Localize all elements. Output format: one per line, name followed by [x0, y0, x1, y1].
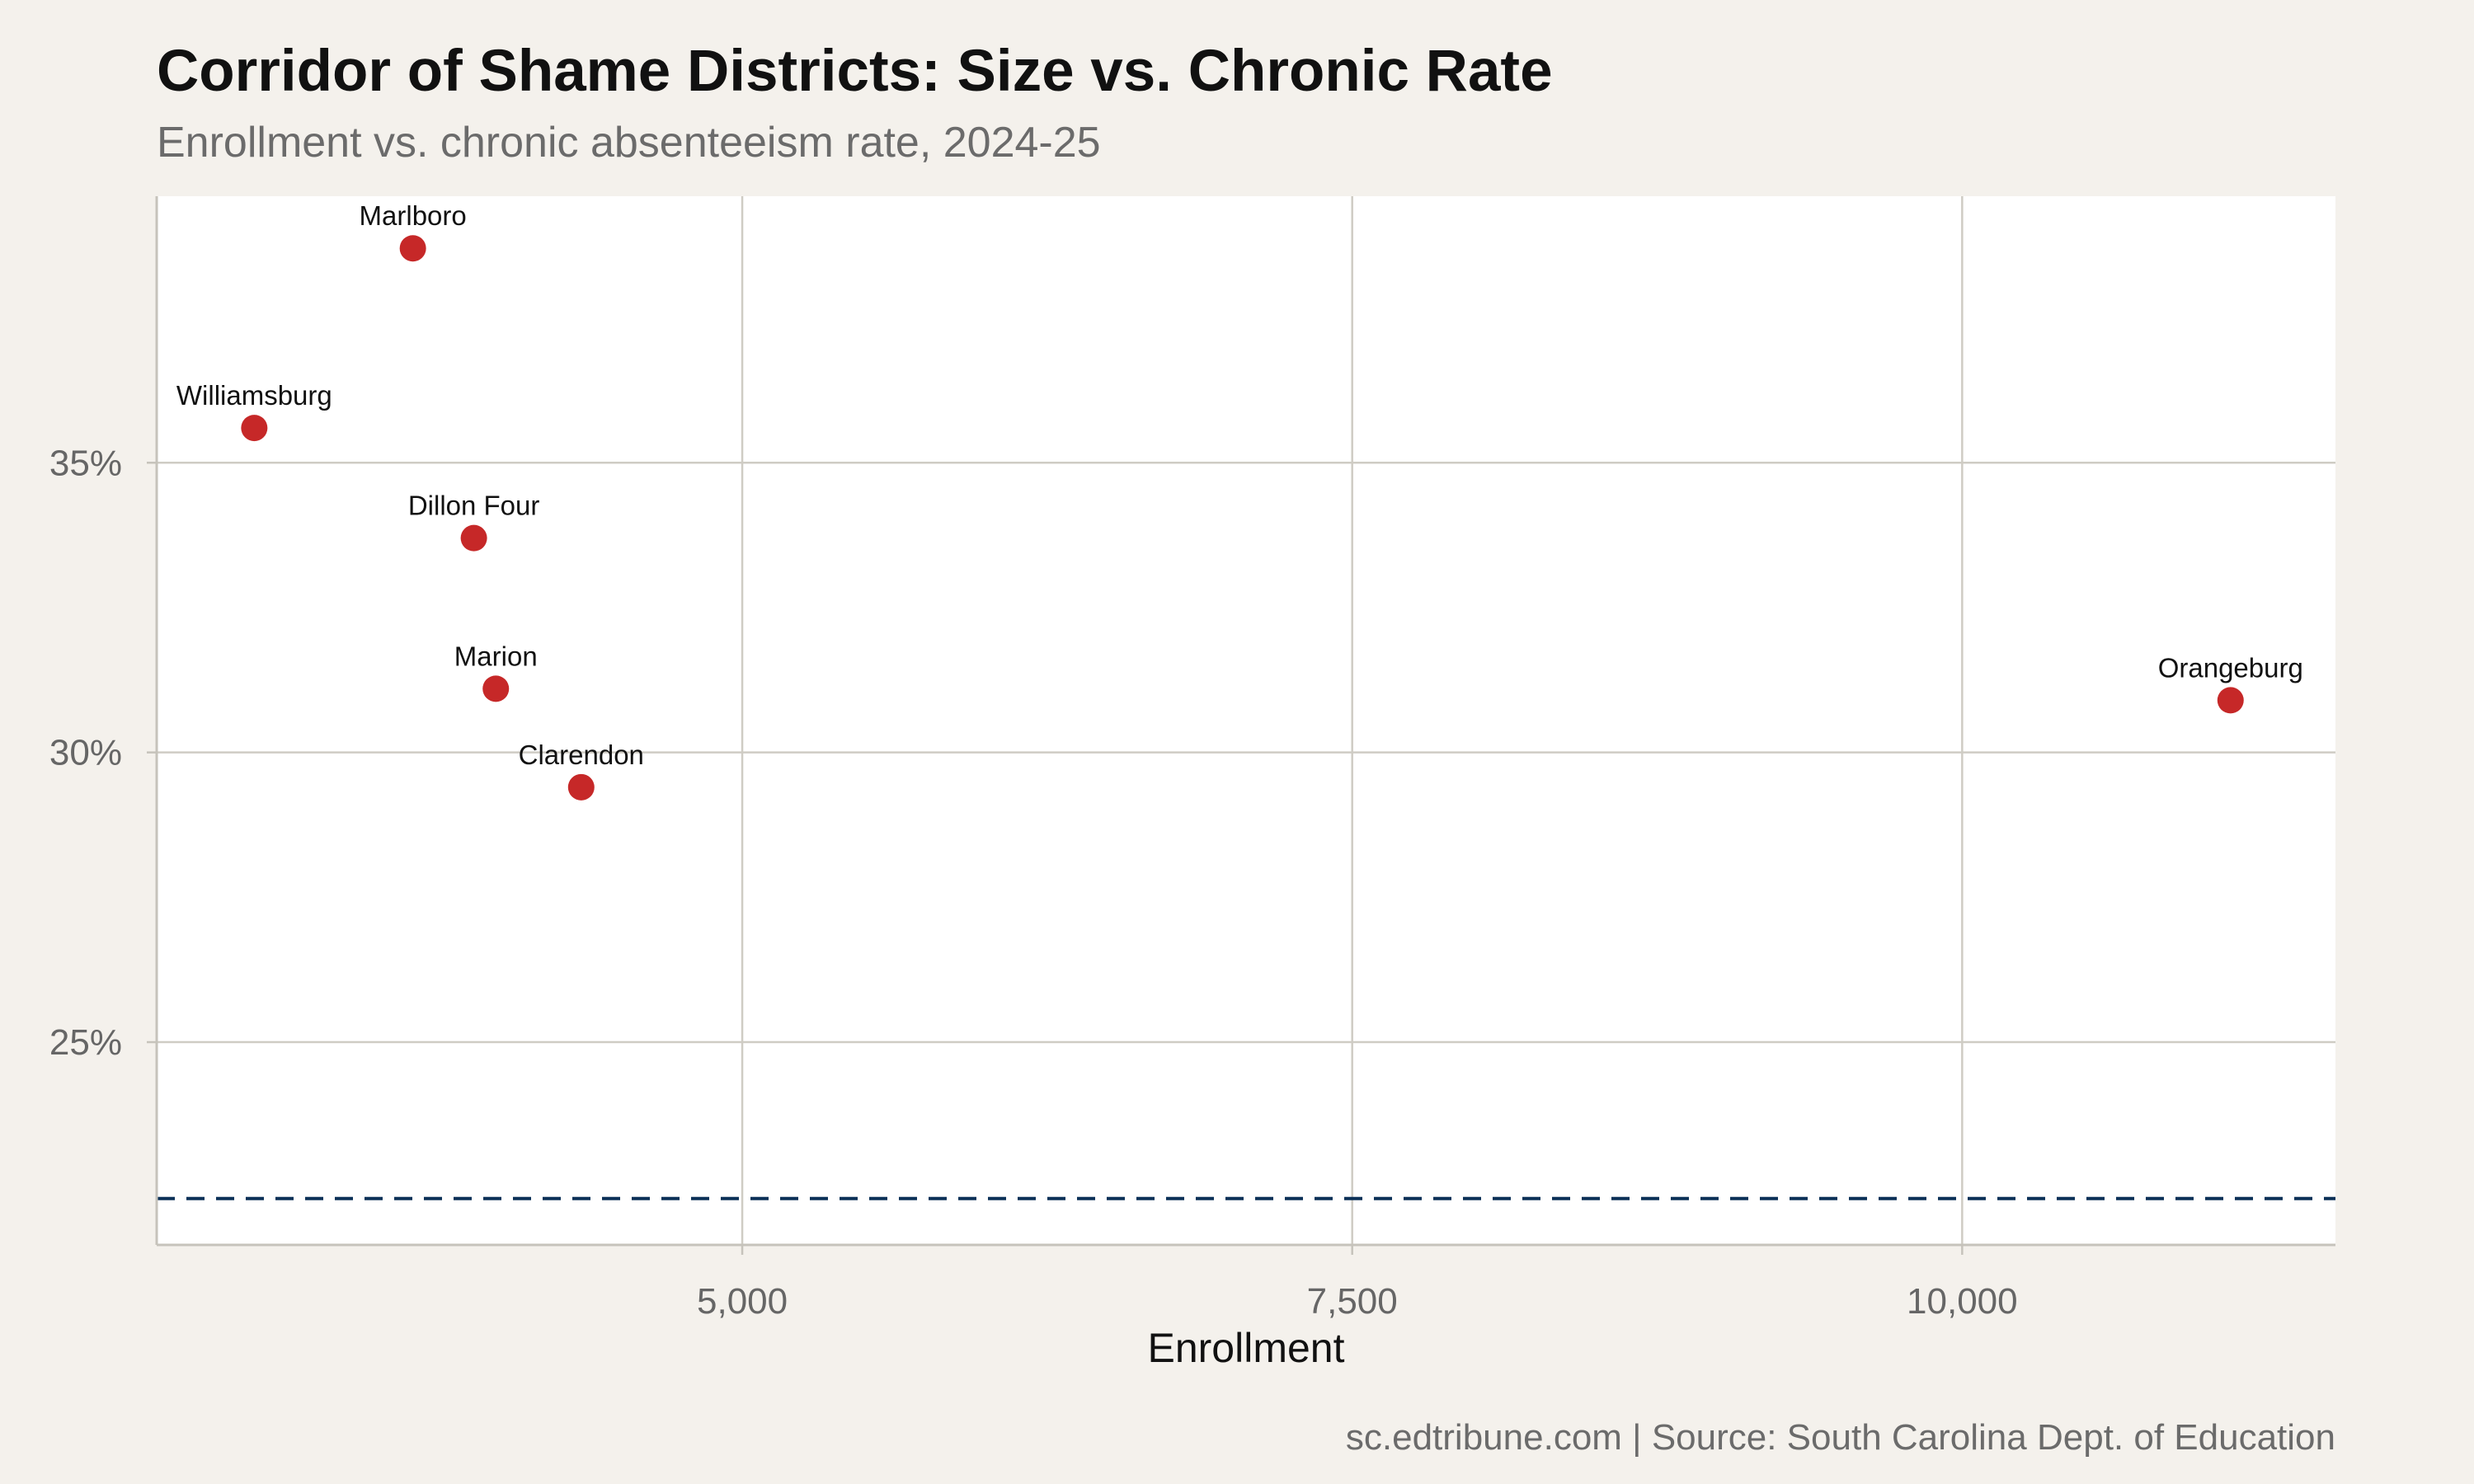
x-tick-label-2: 10,000: [1907, 1281, 2018, 1322]
data-point-label-2: Dillon Four: [408, 491, 540, 521]
x-tick-label-1: 7,500: [1307, 1281, 1398, 1322]
x-tick-label-0: 5,000: [697, 1281, 788, 1322]
data-point-label-1: Williamsburg: [176, 380, 332, 411]
data-points: Marlboro Williamsburg Dillon Four Marion Cla…: [176, 200, 2303, 801]
y-axis-ticks: 25% 30% 35%: [49, 443, 157, 1063]
data-point-label-4: Clarendon: [519, 740, 644, 770]
data-point-1: [241, 415, 268, 442]
chart-title: Corridor of Shame Districts: Size vs. Ch…: [157, 39, 1553, 104]
data-point-5: [2217, 687, 2244, 714]
chart-caption: sc.edtribune.com | Source: South Carolin…: [1346, 1417, 2335, 1458]
data-point-label-5: Orangeburg: [2158, 652, 2303, 683]
x-axis-title: Enrollment: [1148, 1325, 1345, 1371]
x-axis-ticks: 5,000 7,500 10,000: [697, 1245, 2018, 1322]
plot-area: [157, 196, 2335, 1245]
y-tick-label-2: 35%: [49, 443, 122, 483]
data-point-label-3: Marion: [454, 641, 538, 671]
data-point-label-0: Marlboro: [360, 200, 467, 231]
grid-lines: [157, 196, 2335, 1245]
data-point-0: [399, 235, 426, 262]
chart-subtitle: Enrollment vs. chronic absenteeism rate,…: [157, 119, 1101, 167]
y-tick-label-0: 25%: [49, 1022, 122, 1063]
data-point-2: [460, 524, 487, 552]
data-point-4: [567, 773, 595, 801]
data-point-3: [482, 675, 510, 702]
y-tick-label-1: 30%: [49, 733, 122, 773]
